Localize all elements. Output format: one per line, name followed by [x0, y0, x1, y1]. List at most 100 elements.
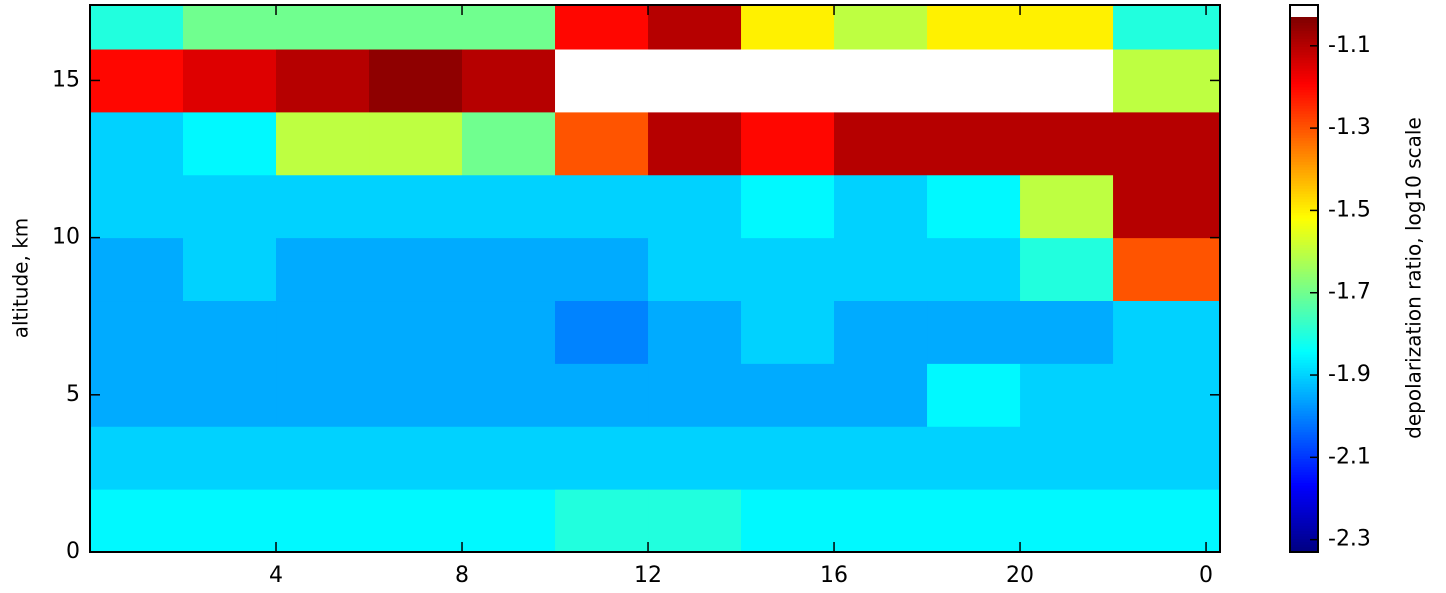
heatmap-cell [741, 426, 835, 490]
heatmap-cell [462, 426, 556, 490]
y-tick-label: 5 [66, 382, 80, 407]
colorbar-step [1290, 370, 1318, 374]
colorbar-step [1290, 487, 1318, 492]
heatmap-cell [834, 49, 928, 113]
colorbar-step [1290, 233, 1318, 237]
heatmap-cell [648, 5, 742, 50]
colorbar-step [1290, 161, 1318, 165]
heatmap-cell [834, 237, 928, 302]
heatmap-cell [90, 111, 184, 176]
colorbar-step [1290, 436, 1318, 441]
colorbar-step [1290, 113, 1318, 117]
colorbar-step [1290, 38, 1318, 42]
heatmap-cell [555, 489, 649, 553]
heatmap-cell [462, 363, 556, 427]
colorbar-step [1290, 287, 1318, 291]
heatmap-cell [276, 5, 370, 50]
colorbar-step [1290, 140, 1318, 144]
colorbar-step [1290, 340, 1318, 344]
colorbar-step [1290, 228, 1318, 232]
colorbar-step [1290, 54, 1318, 58]
colorbar-step [1290, 386, 1318, 390]
heatmap-cell [555, 300, 649, 364]
x-tick-label: 12 [634, 563, 662, 588]
heatmap-cell [462, 489, 556, 553]
heatmap-cell [369, 5, 463, 50]
colorbar-step [1290, 142, 1318, 146]
colorbar-step [1290, 201, 1318, 205]
colorbar-step [1290, 297, 1318, 302]
colorbar-step [1290, 129, 1318, 133]
colorbar-step [1290, 289, 1318, 294]
colorbar-step [1290, 362, 1318, 366]
heatmap-cell [183, 5, 277, 50]
colorbar-step [1290, 471, 1318, 476]
heatmap-cell [1113, 5, 1221, 50]
heatmap-cell [834, 300, 928, 364]
colorbar-step [1290, 260, 1318, 264]
colorbar-step [1290, 348, 1318, 352]
colorbar-step [1290, 466, 1318, 470]
heatmap-cell [741, 111, 835, 176]
heatmap-cell [741, 237, 835, 302]
colorbar-step [1290, 121, 1318, 125]
colorbar-step [1290, 196, 1318, 200]
colorbar-step [1290, 511, 1318, 516]
heatmap-cell [555, 237, 649, 302]
colorbar-tick-label: -1.7 [1328, 280, 1371, 305]
colorbar-step [1290, 180, 1318, 184]
y-tick-label: 0 [66, 539, 80, 564]
heatmap-cell [555, 426, 649, 490]
heatmap-cell [648, 49, 742, 113]
colorbar-step [1290, 153, 1318, 157]
colorbar-step [1290, 367, 1318, 371]
colorbar-step [1290, 27, 1318, 31]
colorbar-step [1290, 164, 1318, 168]
colorbar-step [1290, 394, 1318, 398]
colorbar-step [1290, 62, 1318, 66]
colorbar-step [1290, 263, 1318, 267]
colorbar-step [1290, 501, 1318, 505]
colorbar-step [1290, 255, 1318, 259]
colorbar-step [1290, 214, 1318, 219]
colorbar-step [1290, 431, 1318, 435]
heatmap-cell [741, 174, 835, 239]
colorbar-step [1290, 335, 1318, 339]
heatmap-cell [183, 300, 277, 364]
colorbar-step [1290, 415, 1318, 419]
colorbar-step [1290, 519, 1318, 524]
colorbar-step [1290, 469, 1318, 473]
colorbar-step [1290, 150, 1318, 155]
colorbar-step [1290, 378, 1318, 382]
heatmap-cell [90, 237, 184, 302]
colorbar-step [1290, 530, 1318, 534]
colorbar-step [1290, 319, 1318, 323]
colorbar-step [1290, 177, 1318, 181]
heatmap-cell [555, 363, 649, 427]
colorbar-step [1290, 538, 1318, 542]
heatmap-cell [1020, 426, 1114, 490]
x-tick-label: 0 [1199, 563, 1213, 588]
colorbar-step [1290, 49, 1318, 53]
colorbar-step [1290, 241, 1318, 245]
colorbar-step [1290, 514, 1318, 518]
colorbar-step [1290, 158, 1318, 163]
heatmap [90, 5, 1221, 553]
heatmap-cell [1113, 300, 1221, 364]
colorbar-step [1290, 423, 1318, 427]
colorbar-step [1290, 485, 1318, 489]
colorbar-step [1290, 428, 1318, 433]
colorbar-step [1290, 206, 1318, 211]
heatmap-cell [555, 49, 649, 113]
colorbar-step [1290, 236, 1318, 240]
colorbar-step [1290, 407, 1318, 411]
colorbar-step [1290, 509, 1318, 513]
heatmap-cell [276, 363, 370, 427]
colorbar-step [1290, 19, 1318, 23]
heatmap-cell [648, 363, 742, 427]
heatmap-cell [369, 489, 463, 553]
colorbar-step [1290, 97, 1318, 101]
colorbar-step [1290, 535, 1318, 540]
heatmap-cell [369, 174, 463, 239]
colorbar-step [1290, 300, 1318, 304]
